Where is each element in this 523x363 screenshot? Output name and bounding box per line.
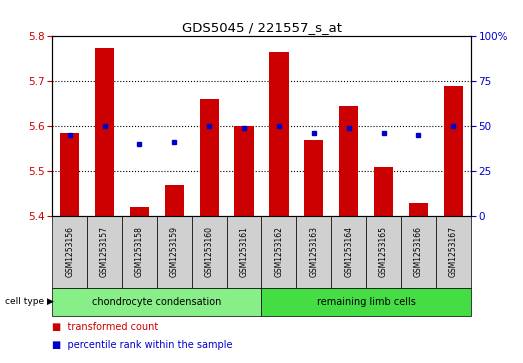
FancyBboxPatch shape bbox=[192, 216, 226, 288]
FancyBboxPatch shape bbox=[331, 216, 366, 288]
Text: GSM1253157: GSM1253157 bbox=[100, 227, 109, 277]
Text: cell type ▶: cell type ▶ bbox=[5, 297, 54, 306]
Bar bbox=[409, 203, 428, 216]
FancyBboxPatch shape bbox=[122, 216, 157, 288]
Text: GSM1253160: GSM1253160 bbox=[204, 227, 214, 277]
Text: GSM1253162: GSM1253162 bbox=[275, 227, 283, 277]
Bar bbox=[95, 48, 114, 216]
Text: GSM1253156: GSM1253156 bbox=[65, 227, 74, 277]
Text: GSM1253164: GSM1253164 bbox=[344, 227, 353, 277]
FancyBboxPatch shape bbox=[401, 216, 436, 288]
Text: GSM1253159: GSM1253159 bbox=[170, 227, 179, 277]
Bar bbox=[200, 99, 219, 216]
FancyBboxPatch shape bbox=[262, 216, 297, 288]
Bar bbox=[165, 184, 184, 216]
Bar bbox=[339, 106, 358, 216]
FancyBboxPatch shape bbox=[436, 216, 471, 288]
FancyBboxPatch shape bbox=[52, 288, 262, 316]
Bar bbox=[304, 140, 323, 216]
Text: GSM1253167: GSM1253167 bbox=[449, 227, 458, 277]
Bar bbox=[269, 52, 289, 216]
Text: chondrocyte condensation: chondrocyte condensation bbox=[92, 297, 222, 307]
Text: GSM1253166: GSM1253166 bbox=[414, 227, 423, 277]
Bar bbox=[374, 167, 393, 216]
Text: GSM1253165: GSM1253165 bbox=[379, 227, 388, 277]
FancyBboxPatch shape bbox=[366, 216, 401, 288]
Bar bbox=[234, 126, 254, 216]
FancyBboxPatch shape bbox=[157, 216, 192, 288]
Bar bbox=[60, 133, 79, 216]
FancyBboxPatch shape bbox=[52, 216, 87, 288]
Text: GSM1253161: GSM1253161 bbox=[240, 227, 248, 277]
Title: GDS5045 / 221557_s_at: GDS5045 / 221557_s_at bbox=[181, 21, 342, 34]
FancyBboxPatch shape bbox=[262, 288, 471, 316]
Bar bbox=[130, 207, 149, 216]
FancyBboxPatch shape bbox=[297, 216, 331, 288]
Text: ■  transformed count: ■ transformed count bbox=[52, 322, 158, 332]
Text: remaining limb cells: remaining limb cells bbox=[316, 297, 416, 307]
FancyBboxPatch shape bbox=[226, 216, 262, 288]
Text: GSM1253158: GSM1253158 bbox=[135, 227, 144, 277]
Text: ■  percentile rank within the sample: ■ percentile rank within the sample bbox=[52, 339, 233, 350]
FancyBboxPatch shape bbox=[87, 216, 122, 288]
Bar bbox=[444, 86, 463, 216]
Text: GSM1253163: GSM1253163 bbox=[309, 227, 319, 277]
